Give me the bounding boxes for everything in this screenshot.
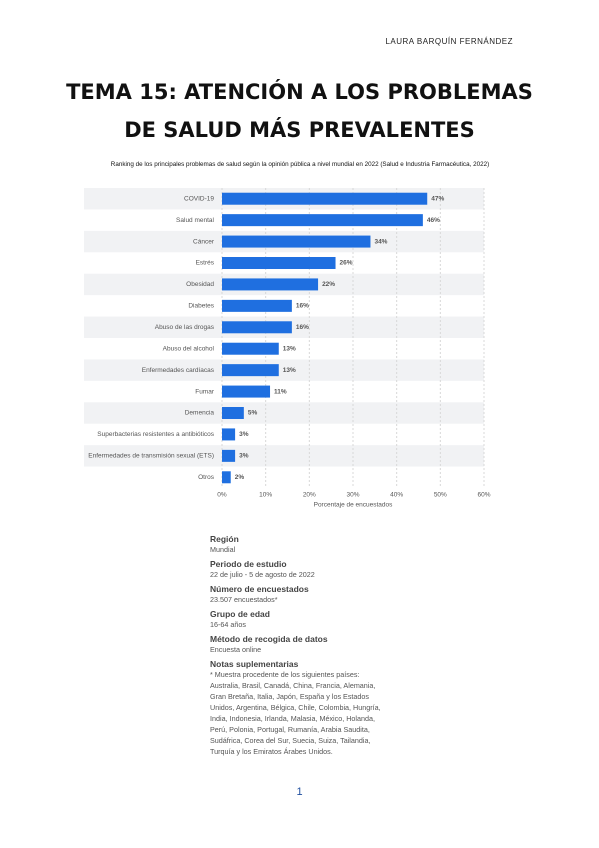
bar bbox=[222, 471, 231, 484]
info-box: Región Mundial Periodo de estudio 22 de jul… bbox=[210, 530, 385, 757]
value-label: 16% bbox=[296, 303, 309, 310]
bar bbox=[222, 428, 236, 441]
value-label: 2% bbox=[235, 474, 245, 481]
bar bbox=[222, 257, 336, 269]
bar bbox=[222, 342, 279, 355]
row-band bbox=[84, 445, 484, 467]
bar bbox=[222, 407, 244, 419]
info-text: 22 de julio - 5 de agosto de 2022 bbox=[210, 570, 315, 579]
value-label: 16% bbox=[296, 324, 309, 331]
info-heading: Periodo de estudio bbox=[210, 559, 287, 569]
y-tick-label: Abuso de las drogas bbox=[155, 324, 215, 331]
bar bbox=[222, 364, 279, 377]
row-band bbox=[84, 402, 484, 424]
info-heading: Región bbox=[210, 534, 239, 544]
bar bbox=[222, 235, 371, 248]
info-heading: Método de recogida de datos bbox=[210, 634, 328, 644]
x-tick-label: 50% bbox=[434, 492, 447, 499]
info-heading: Notas suplementarias bbox=[210, 659, 299, 669]
info-text: Mundial bbox=[210, 545, 236, 554]
value-label: 13% bbox=[283, 367, 296, 374]
bar bbox=[222, 278, 319, 291]
x-tick-label: 20% bbox=[303, 492, 316, 499]
bar bbox=[222, 299, 292, 312]
bar bbox=[222, 214, 423, 227]
x-axis-label: Porcentaje de encuestados bbox=[314, 502, 394, 509]
bar bbox=[222, 449, 236, 462]
y-tick-label: Abuso del alcohol bbox=[163, 345, 215, 352]
value-label: 3% bbox=[239, 431, 249, 438]
y-tick-label: Estrés bbox=[196, 260, 215, 267]
bar bbox=[222, 321, 292, 334]
value-label: 22% bbox=[322, 281, 335, 288]
x-tick-label: 40% bbox=[390, 492, 403, 499]
y-tick-label: Obesidad bbox=[186, 281, 214, 288]
chart: 0% 10% 20% 30% 40% 50% 60% Porcentaje de encues… bbox=[84, 188, 491, 509]
page-number: 1 bbox=[296, 786, 303, 798]
y-tick-label: Superbacterias resistentes a antibiótico… bbox=[97, 431, 214, 438]
x-tick-label: 30% bbox=[346, 492, 359, 499]
value-label: 13% bbox=[283, 345, 296, 352]
caption: Ranking de los principales problemas de … bbox=[110, 161, 490, 168]
x-tick-label: 0% bbox=[217, 492, 227, 499]
value-label: 26% bbox=[340, 260, 353, 267]
y-tick-label: Diabetes bbox=[188, 303, 214, 310]
info-heading: Grupo de edad bbox=[210, 609, 270, 619]
y-tick-label: Salud mental bbox=[176, 217, 214, 224]
y-tick-label: Cáncer bbox=[193, 238, 215, 245]
y-tick-label: Demencia bbox=[185, 410, 215, 417]
y-tick-label: COVID-19 bbox=[184, 195, 214, 202]
y-tick-label: Fumar bbox=[195, 388, 215, 395]
info-text: Encuesta online bbox=[210, 645, 262, 654]
info-text: 23.507 encuestados* bbox=[210, 595, 278, 604]
value-label: 11% bbox=[274, 388, 287, 395]
row-band bbox=[84, 359, 484, 381]
title: DE SALUD MÁS PREVALENTES bbox=[124, 118, 475, 142]
value-label: 47% bbox=[431, 195, 444, 202]
value-label: 34% bbox=[374, 238, 387, 245]
title: TEMA 15: ATENCIÓN A LOS PROBLEMAS bbox=[66, 80, 533, 104]
y-tick-label: Enfermedades cardíacas bbox=[142, 367, 215, 374]
y-tick-label: Enfermedades de transmisión sexual (ETS) bbox=[88, 453, 214, 460]
info-heading: Número de encuestados bbox=[210, 584, 309, 594]
bar bbox=[222, 192, 428, 205]
x-tick-label: 60% bbox=[477, 492, 490, 499]
author: LAURA BARQUÍN FERNÁNDEZ bbox=[385, 37, 513, 46]
value-label: 3% bbox=[239, 453, 249, 460]
info-text: 16-64 años bbox=[210, 620, 246, 629]
bar bbox=[222, 385, 271, 398]
y-tick-label: Otros bbox=[198, 474, 215, 481]
value-label: 46% bbox=[427, 217, 440, 224]
info-text: * Muestra procedente de los siguientes p… bbox=[210, 670, 381, 756]
value-label: 5% bbox=[248, 410, 258, 417]
x-tick-label: 10% bbox=[259, 492, 272, 499]
